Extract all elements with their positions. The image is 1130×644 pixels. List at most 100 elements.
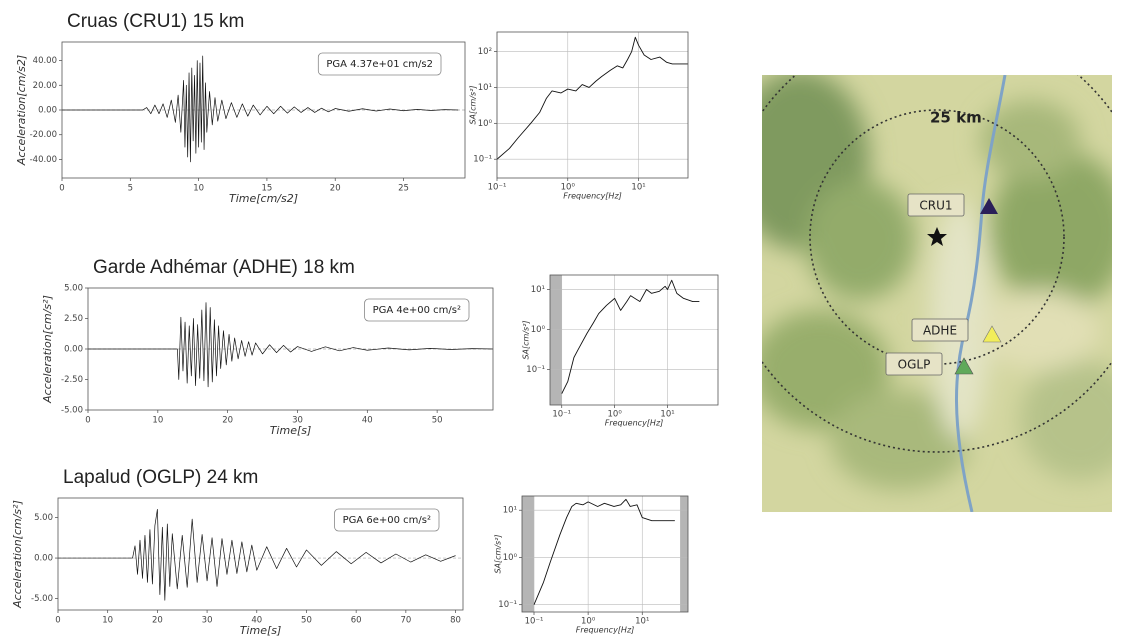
- x-tick-label: 10⁻¹: [488, 183, 507, 193]
- panel-title: Cruas (CRU1) 15 km: [67, 11, 244, 32]
- panel-title: Lapalud (OGLP) 24 km: [63, 467, 258, 488]
- label-box: [885, 352, 943, 376]
- y-tick-label: 10⁻¹: [526, 365, 545, 375]
- x-tick-label: 80: [450, 616, 461, 626]
- data-line: [88, 302, 494, 388]
- x-tick-label: 30: [202, 616, 213, 626]
- y-axis-label: SA[cm/s²]: [522, 320, 531, 359]
- y-axis-label: Acceleration[cm/s²]: [11, 500, 24, 609]
- x-tick-label: 10: [152, 416, 163, 426]
- axes-frame: [57, 497, 464, 611]
- y-tick-label: 40.00: [33, 56, 57, 66]
- x-tick-label: 70: [400, 616, 411, 626]
- axes-frame: [87, 287, 494, 411]
- range-circle: [809, 109, 1065, 365]
- panel: 10⁻¹ 10⁰ 10¹10⁻¹10⁰10¹Frequency[Hz]SA[cm/s…: [522, 274, 719, 428]
- x-tick-label: 50: [301, 616, 312, 626]
- x-tick-label: 0: [59, 184, 64, 194]
- annotation-box: [364, 298, 470, 322]
- x-tick-label: 40: [362, 416, 373, 426]
- y-tick-label: 10¹: [503, 506, 517, 516]
- x-tick-label: 10⁰: [581, 617, 596, 627]
- panel: 10⁻¹ 10⁰ 10¹10⁻¹10⁰10¹Frequency[Hz]SA[cm/s…: [494, 495, 689, 635]
- station-label: CRU1: [919, 199, 952, 213]
- panel-title: Garde Adhémar (ADHE) 18 km: [93, 257, 355, 278]
- panel: 10⁻¹ 10⁰ 10¹ 10⁻¹ 10⁰ 10¹ 10² Frequency[Hz] SA[c…: [469, 31, 689, 201]
- y-tick-label: 10¹: [478, 83, 492, 93]
- shaded-band: [522, 496, 535, 612]
- x-tick-label: 10⁰: [608, 410, 623, 420]
- x-tick-label: 10: [193, 184, 204, 194]
- x-tick-label: 20: [330, 184, 341, 194]
- y-tick-label: 10⁻¹: [498, 600, 517, 610]
- x-axis-label: Frequency[Hz]: [576, 626, 635, 635]
- plot-area: [550, 275, 718, 405]
- y-tick-label: -20.00: [30, 130, 57, 140]
- y-axis-label: Acceleration[cm/s2]: [15, 55, 28, 166]
- station-marker: [954, 357, 974, 375]
- x-axis-label: Frequency[Hz]: [563, 192, 622, 201]
- y-tick-label: 10⁰: [531, 325, 546, 335]
- x-tick-label: 25: [398, 184, 409, 194]
- station-label: ADHE: [923, 324, 957, 338]
- axes-frame: [496, 31, 689, 179]
- x-tick-label: 30: [292, 416, 303, 426]
- x-tick-label: 60: [351, 616, 362, 626]
- y-tick-label: -2.50: [61, 375, 83, 385]
- data-line: [62, 55, 459, 163]
- x-tick-label: 10: [102, 616, 113, 626]
- annotation: PGA 4.37e+01 cm/s2: [326, 59, 433, 70]
- y-tick-label: 0.00: [64, 345, 83, 355]
- data-line: [496, 36, 688, 160]
- x-tick-label: 10¹: [660, 410, 674, 420]
- plot-area: [522, 496, 688, 612]
- scale-label: 25 km: [930, 109, 982, 127]
- x-tick-label: 10⁻¹: [552, 410, 571, 420]
- y-tick-label: 10⁻¹: [473, 155, 492, 165]
- x-tick-label: 20: [222, 416, 233, 426]
- annotation: PGA 4e+00 cm/s²: [373, 305, 461, 316]
- y-axis-label: SA[cm/s²]: [469, 85, 478, 124]
- epicenter: [927, 227, 947, 246]
- x-tick-label: 10¹: [631, 183, 645, 193]
- annotation-box: [317, 52, 442, 76]
- river: [955, 75, 1007, 512]
- panel: 0 10 20 30 40 50 60 70 80 5.00 0.00 -5.00 Lapalud (O…: [11, 467, 464, 637]
- data-line: [58, 509, 456, 601]
- data-line: [533, 498, 675, 605]
- x-axis-label: Time[s]: [270, 424, 312, 437]
- x-tick-label: 10¹: [635, 617, 649, 627]
- y-tick-label: 0.00: [38, 106, 57, 116]
- x-tick-label: 5: [128, 184, 133, 194]
- y-tick-label: 5.00: [34, 513, 53, 523]
- plot-area: [497, 32, 688, 178]
- y-tick-label: 10¹: [531, 285, 545, 295]
- y-tick-label: -5.00: [31, 594, 53, 604]
- panel: 0 10 20 30 40 50 5.00 2.50 0.00 -2.50 -5.00 Garde A…: [41, 257, 494, 437]
- station-marker: [982, 325, 1002, 343]
- y-axis-label: SA[cm/s²]: [494, 534, 503, 573]
- x-tick-label: 10⁰: [561, 183, 576, 193]
- station-marker: [980, 198, 998, 214]
- terrain: [762, 75, 1112, 490]
- data-line: [561, 279, 700, 394]
- annotation: PGA 6e+00 cm/s²: [343, 515, 431, 526]
- y-axis-label: Acceleration[cm/s²]: [41, 295, 54, 404]
- label-box: [911, 318, 969, 342]
- y-tick-label: 20.00: [33, 81, 57, 91]
- y-tick-label: 10⁰: [503, 553, 518, 563]
- panel: 0 5 10 15 20 25 40.00 20.00 0.00 -20.00 -40.00 Crua…: [15, 11, 466, 205]
- map: 25 km CRU1 ADHE OGLP: [762, 75, 1112, 512]
- x-tick-label: 50: [432, 416, 443, 426]
- x-axis-label: Frequency[Hz]: [605, 419, 664, 428]
- annotation-box: [334, 508, 440, 532]
- label-box: [907, 193, 965, 217]
- x-tick-label: 15: [262, 184, 273, 194]
- x-tick-label: 0: [85, 416, 90, 426]
- axes-frame: [61, 41, 466, 179]
- y-tick-label: 10⁰: [478, 119, 493, 129]
- y-tick-label: 10²: [478, 47, 492, 57]
- station-label: OGLP: [898, 358, 931, 372]
- x-tick-label: 40: [251, 616, 262, 626]
